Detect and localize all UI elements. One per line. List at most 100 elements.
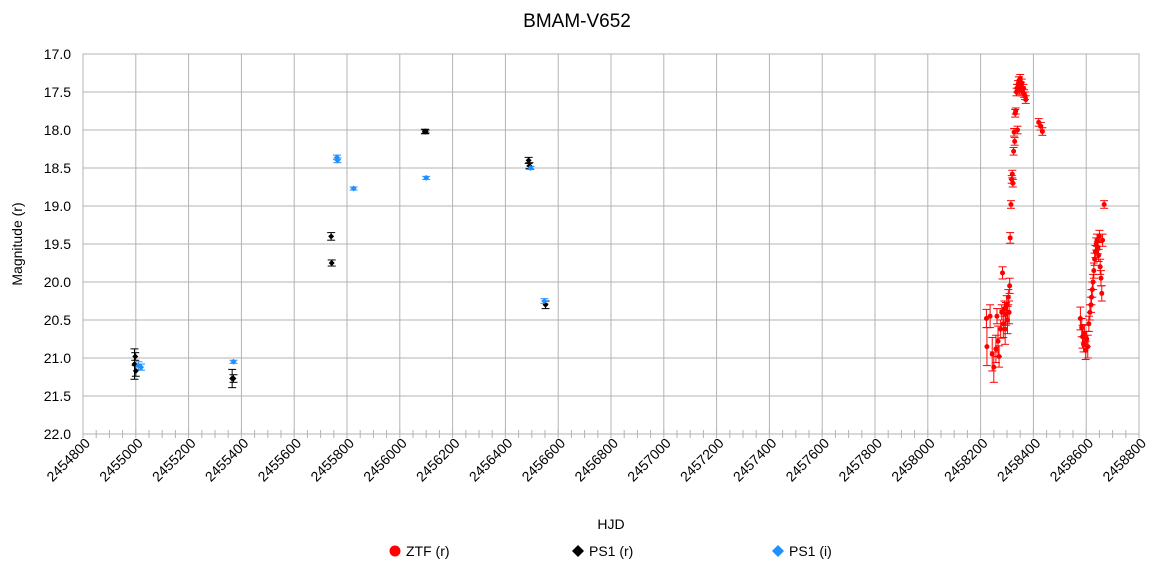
- ztf-r-point: [1086, 321, 1092, 327]
- ztf-r-point: [987, 313, 993, 319]
- ztf-r-point: [1088, 294, 1094, 300]
- ztf-r-point: [1005, 317, 1011, 323]
- y-tick-label: 18.0: [44, 122, 71, 138]
- ztf-r-point: [1094, 237, 1100, 243]
- ztf-r-point: [1008, 201, 1014, 207]
- x-tick-label: 2455600: [254, 435, 304, 485]
- ztf-r-point: [1081, 341, 1087, 347]
- ps1-i-point: [527, 165, 534, 171]
- ps1-r-point: [230, 375, 237, 382]
- ztf-r-point: [1005, 294, 1011, 300]
- ztf-r-point: [1077, 315, 1083, 321]
- ps1-r-point: [422, 128, 429, 135]
- ps1-i-point: [541, 298, 548, 304]
- ztf-r-point: [1096, 252, 1102, 258]
- legend-label: PS1 (i): [789, 543, 832, 559]
- ztf-r-point: [1010, 180, 1016, 186]
- ztf-r-point: [1083, 347, 1089, 353]
- ztf-r-point: [1012, 138, 1018, 144]
- ztf-r-point: [1022, 93, 1028, 99]
- ps1-i-point: [138, 364, 145, 371]
- ztf-r-point: [1101, 201, 1107, 207]
- data-points: [131, 75, 1107, 382]
- legend: ZTF (r) PS1 (r) PS1 (i): [389, 543, 832, 559]
- ztf-r-point: [1000, 321, 1006, 327]
- ztf-r-point: [1015, 127, 1021, 133]
- ztf-r-point: [1085, 344, 1091, 350]
- ztf-r-point: [1006, 309, 1012, 315]
- x-tick-label: 2455800: [307, 435, 357, 485]
- ztf-r-point: [1097, 264, 1103, 270]
- ztf-r-point: [1002, 326, 1008, 332]
- ztf-r-point: [1088, 302, 1094, 308]
- ztf-r-point: [1084, 336, 1090, 342]
- legend-label: ZTF (r): [406, 543, 450, 559]
- x-tick-label: 2455000: [96, 435, 146, 485]
- ztf-r-point: [1100, 237, 1106, 243]
- x-tick-label: 2457000: [624, 435, 674, 485]
- x-tick-label: 2458600: [1046, 435, 1096, 485]
- ztf-r-point: [1023, 97, 1029, 103]
- ztf-r-point: [996, 353, 1002, 359]
- ztf-r-point: [1096, 233, 1102, 239]
- ps1-r-point: [132, 353, 139, 360]
- ztf-r-point: [1009, 176, 1015, 182]
- legend-marker: [572, 545, 584, 557]
- x-tick-label: 2457800: [835, 435, 885, 485]
- x-tick-label: 2455400: [202, 435, 252, 485]
- grid-lines: [82, 53, 1140, 435]
- ztf-r-point: [1007, 235, 1013, 241]
- ztf-r-point: [983, 315, 989, 321]
- x-tick-label: 2457600: [782, 435, 832, 485]
- ztf-r-point: [994, 313, 1000, 319]
- y-tick-label: 21.0: [44, 350, 71, 366]
- ztf-r-point: [1036, 119, 1042, 125]
- ztf-r-point: [991, 364, 997, 370]
- ztf-r-point: [999, 309, 1005, 315]
- x-tick-label: 2458000: [888, 435, 938, 485]
- ztf-r-point: [1087, 309, 1093, 315]
- y-tick-label: 18.5: [44, 160, 71, 176]
- y-axis-ticks: 17.0 17.5 18.0 18.5 19.0 19.5 20.0 20.5 21.0 21.5…: [44, 46, 71, 442]
- legend-marker: [772, 545, 784, 557]
- y-tick-label: 17.0: [44, 46, 71, 62]
- x-tick-label: 2456000: [360, 435, 410, 485]
- ztf-r-point: [984, 344, 990, 350]
- x-axis-label: HJD: [597, 516, 624, 532]
- ztf-r-point: [1095, 245, 1101, 251]
- ztf-r-point: [1092, 249, 1098, 255]
- ztf-r-point: [998, 326, 1004, 332]
- y-axis-label: Magnitude (r): [9, 202, 25, 285]
- legend-label: PS1 (r): [589, 543, 633, 559]
- ztf-r-point: [1013, 108, 1019, 114]
- y-tick-label: 21.5: [44, 388, 71, 404]
- ztf-r-point: [995, 338, 1001, 344]
- ztf-r-point: [1007, 283, 1013, 289]
- x-tick-label: 2455200: [149, 435, 199, 485]
- ztf-r-point: [1092, 256, 1098, 262]
- ztf-r-point: [993, 346, 999, 352]
- ps1-r-point: [328, 233, 335, 240]
- ztf-r-point: [1019, 80, 1025, 86]
- x-tick-label: 2454800: [43, 435, 93, 485]
- y-tick-label: 20.0: [44, 274, 71, 290]
- ps1-i-point: [230, 358, 237, 365]
- ztf-r-point: [1090, 279, 1096, 285]
- ztf-r-point: [1082, 331, 1088, 337]
- ps1-i-point: [334, 157, 341, 164]
- ztf-r-point: [1001, 306, 1007, 312]
- ps1-i-point: [350, 185, 357, 192]
- x-tick-label: 2456600: [518, 435, 568, 485]
- x-axis-ticks: 2454800 2455000 2455200 2455400 2455600 24558…: [43, 430, 1149, 485]
- legend-marker: [389, 545, 401, 557]
- x-tick-label: 2456200: [413, 435, 463, 485]
- ztf-r-point: [1038, 123, 1044, 129]
- ztf-r-point: [989, 351, 995, 357]
- ztf-r-point: [1020, 85, 1026, 91]
- ps1-r-point: [132, 367, 139, 374]
- ztf-r-point: [1091, 268, 1097, 274]
- ztf-r-point: [1039, 129, 1045, 135]
- y-tick-label: 22.0: [44, 426, 71, 442]
- x-tick-label: 2458200: [941, 435, 991, 485]
- ps1-r-point: [328, 260, 335, 266]
